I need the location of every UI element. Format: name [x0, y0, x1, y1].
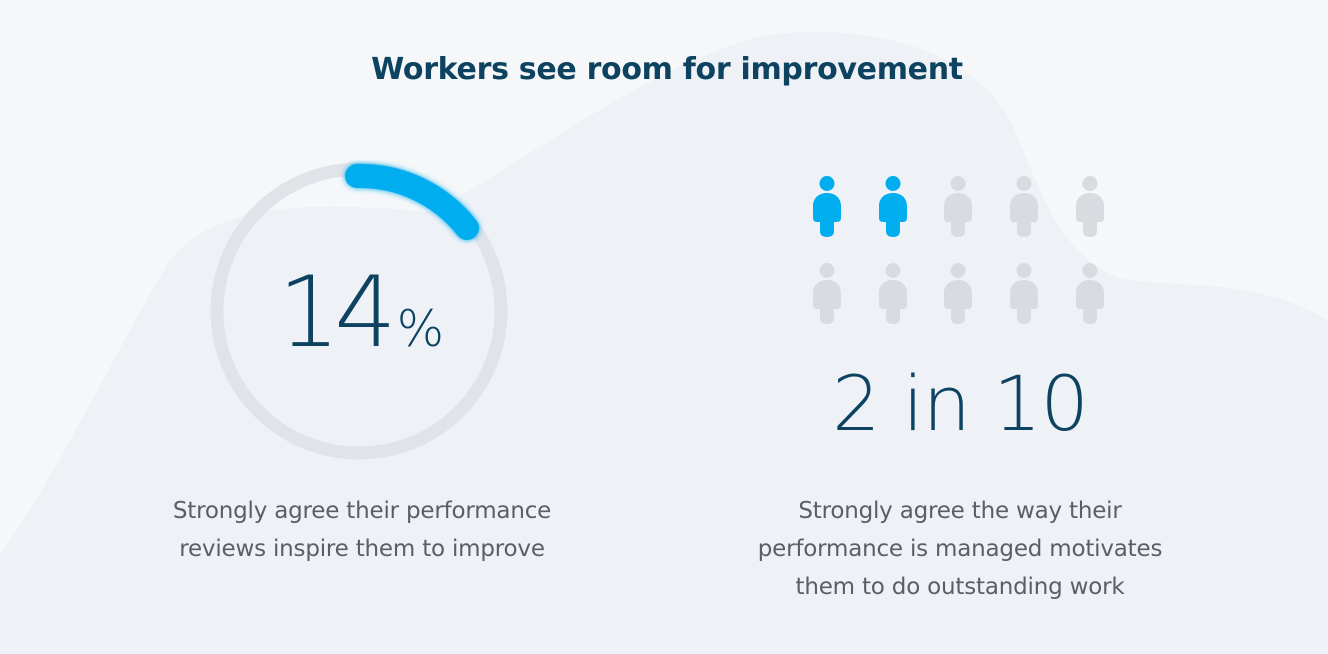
- percentage-number: 14: [277, 256, 397, 370]
- caption-line: Strongly agree their performance: [172, 498, 552, 524]
- percentage-value: 14%: [0, 264, 722, 362]
- progress-arc: [345, 163, 479, 240]
- percentage-sign: %: [396, 300, 445, 358]
- left-stat-caption: Strongly agree their performance reviews…: [120, 492, 604, 568]
- radial-progress-chart: [200, 150, 520, 480]
- left-stat-panel: 14% Strongly agree their performance rev…: [0, 150, 722, 568]
- caption-line: reviews inspire them to improve: [179, 536, 545, 562]
- page-title: Workers see room for improvement: [371, 52, 963, 87]
